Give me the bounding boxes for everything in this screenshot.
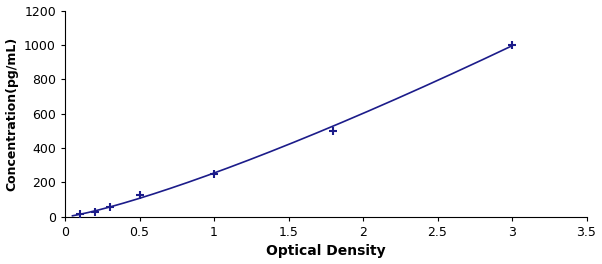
Y-axis label: Concentration(pg/mL): Concentration(pg/mL) — [5, 37, 19, 191]
X-axis label: Optical Density: Optical Density — [266, 244, 385, 258]
